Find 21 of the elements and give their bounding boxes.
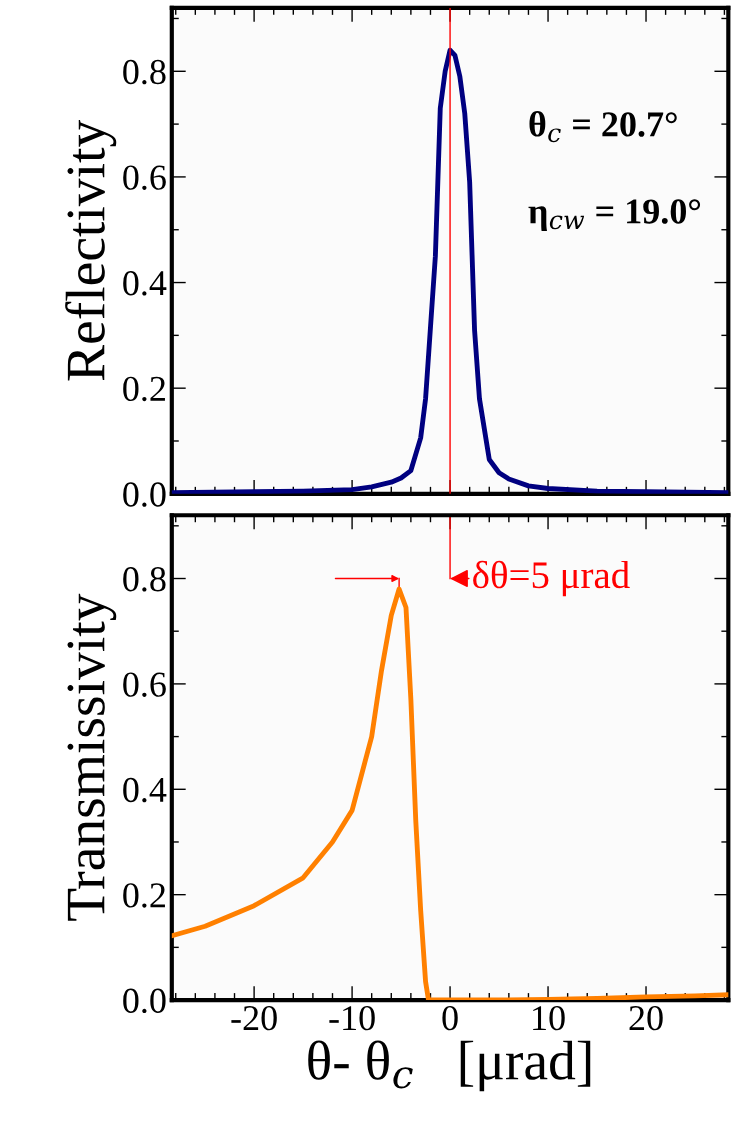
y-tick-label: 0.0 (123, 482, 166, 507)
y-tick-label: 0.8 (123, 567, 166, 592)
y-tick-label: 0.8 (123, 59, 166, 85)
y-tick-label: 0.4 (123, 777, 167, 803)
text: θ- θ$_{c}$ [μrad] (308, 1040, 591, 1092)
y-tick-label: 0.6 (123, 165, 166, 190)
y-tick-label: 0.6 (123, 672, 166, 697)
x-tick-label: -20 (231, 1005, 277, 1031)
x-tick-label: 10 (533, 1005, 565, 1031)
x-tick-label: -10 (329, 1005, 375, 1031)
y-tick-label: 0.0 (123, 988, 166, 1014)
y-tick-label: 0.2 (123, 883, 165, 908)
y-axis-title: Transmissivity (67, 593, 117, 921)
annotation: η$_{cw}$ = 19.0° (528, 199, 701, 231)
y-axis-title: Reflectivity (65, 119, 117, 381)
y-tick-label: 0.4 (123, 271, 167, 296)
x-tick-label: 20 (629, 1005, 663, 1031)
annotation: δθ=5 μrad (473, 560, 630, 597)
annotation: θ$_{c}$ = 20.7° (529, 110, 677, 143)
x-tick-label: 0 (442, 1005, 458, 1031)
y-tick-label: 0.2 (123, 376, 165, 402)
